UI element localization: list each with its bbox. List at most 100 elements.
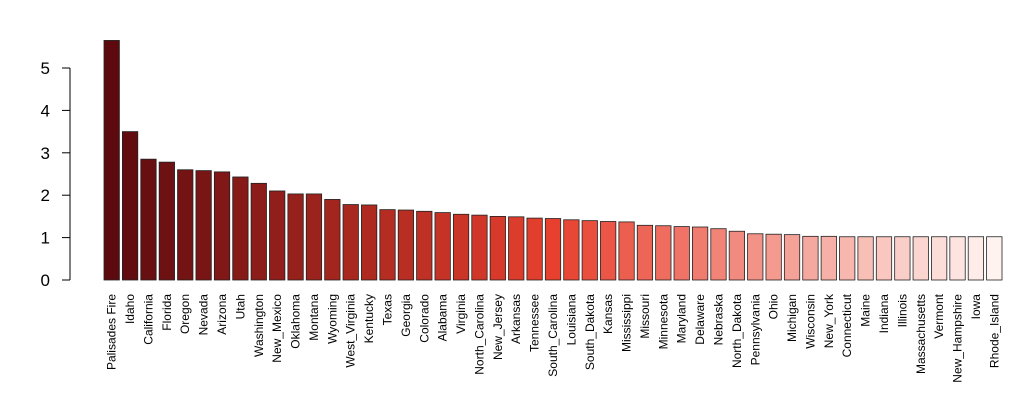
bar xyxy=(747,233,764,281)
x-category-label: South_Carolina xyxy=(546,294,560,377)
y-axis: 0 1 2 3 4 5 xyxy=(41,59,71,290)
x-category-label: New_York xyxy=(822,293,836,348)
x-category-label: North_Dakota xyxy=(730,294,744,368)
bar xyxy=(765,233,782,281)
x-category-label: Utah xyxy=(233,294,247,319)
x-category-label: Colorado xyxy=(417,294,431,343)
x-category-label: Virginia xyxy=(454,294,468,334)
bar xyxy=(673,226,690,281)
x-category-label: Wisconsin xyxy=(803,294,817,349)
x-category-label: New_Jersey xyxy=(491,294,505,360)
bar xyxy=(140,158,157,281)
x-category-label: Maryland xyxy=(675,294,689,343)
bar xyxy=(636,224,654,281)
x-category-label: Georgia xyxy=(399,294,413,337)
bar xyxy=(875,236,893,281)
x-category-label: North_Carolina xyxy=(472,294,486,375)
x-category-label: Nevada xyxy=(197,294,211,336)
bar xyxy=(710,228,727,281)
bar xyxy=(618,221,635,281)
bar xyxy=(250,182,267,281)
x-category-label: Michigan xyxy=(785,294,799,342)
x-category-label: Rhode_Island xyxy=(987,294,1001,368)
bar xyxy=(287,193,304,281)
x-category-label: Iowa xyxy=(969,294,983,320)
bar xyxy=(452,213,470,281)
bar xyxy=(544,218,562,281)
x-category-label: Kentucky xyxy=(362,294,376,343)
x-category-label: Oregon xyxy=(178,294,192,334)
bar xyxy=(471,214,488,281)
bar xyxy=(820,235,837,281)
bar xyxy=(967,236,985,281)
bar xyxy=(839,236,856,281)
x-category-label: New_Hampshire xyxy=(951,294,965,383)
bar xyxy=(655,225,672,281)
x-category-label: Missouri xyxy=(638,294,652,339)
bar xyxy=(361,204,378,281)
x-category-label: Washington xyxy=(252,294,266,357)
bar xyxy=(324,199,341,281)
x-category-label: Montana xyxy=(307,294,321,341)
x-category-label: New_Mexico xyxy=(270,294,284,363)
bar xyxy=(783,234,801,281)
y-tick-label: 0 xyxy=(41,271,50,290)
x-category-label: Oklahoma xyxy=(289,294,303,349)
bar xyxy=(489,215,506,281)
bars xyxy=(103,40,1003,281)
bar xyxy=(912,236,929,281)
x-category-label: Arizona xyxy=(215,294,229,335)
y-tick-label: 4 xyxy=(41,101,50,120)
x-axis-labels: Palisades Fire Idaho California Florida Oreg… xyxy=(105,293,1002,383)
y-tick-label: 2 xyxy=(41,186,50,205)
bar xyxy=(508,216,525,281)
y-tick-label: 1 xyxy=(41,229,50,248)
x-category-label: Louisiana xyxy=(564,294,578,346)
x-category-label: South_Dakota xyxy=(583,294,597,370)
bar xyxy=(305,193,323,281)
bar xyxy=(986,236,1003,281)
x-category-label: Palisades Fire xyxy=(105,294,119,370)
bar xyxy=(269,190,286,281)
bar xyxy=(416,210,433,281)
x-category-label: Mississippi xyxy=(620,294,634,352)
bar xyxy=(379,209,396,281)
bar xyxy=(342,204,359,281)
x-category-label: Pennsylvania xyxy=(748,294,762,366)
x-category-label: Alabama xyxy=(436,294,450,342)
x-category-label: Florida xyxy=(160,294,174,331)
bar xyxy=(581,220,598,281)
x-category-label: Illinois xyxy=(895,294,909,327)
x-category-label: Arkansas xyxy=(509,294,523,344)
x-category-label: Delaware xyxy=(693,294,707,345)
x-category-label: Ohio xyxy=(767,294,781,320)
bar xyxy=(600,221,617,281)
x-category-label: Connecticut xyxy=(840,293,854,357)
bar xyxy=(434,212,451,281)
bar xyxy=(563,219,580,281)
x-category-label: Idaho xyxy=(123,294,137,324)
x-category-label: Wyoming xyxy=(325,294,339,344)
x-category-label: Kansas xyxy=(601,294,615,334)
bar xyxy=(195,170,212,281)
y-tick-label: 5 xyxy=(41,59,50,78)
bar xyxy=(103,40,120,281)
x-category-label: Texas xyxy=(381,294,395,325)
bar xyxy=(857,236,874,281)
bar xyxy=(802,235,819,281)
x-category-label: Tennessee xyxy=(528,294,542,352)
bar xyxy=(158,161,175,281)
x-category-label: California xyxy=(141,294,155,345)
x-category-label: Indiana xyxy=(877,294,891,334)
bar xyxy=(949,236,966,281)
bar xyxy=(397,209,414,281)
bar xyxy=(692,226,709,281)
x-category-label: Massachusetts xyxy=(914,294,928,374)
x-category-label: Maine xyxy=(859,294,873,327)
bar xyxy=(177,169,194,281)
bar xyxy=(213,171,231,281)
bar xyxy=(894,236,911,281)
x-category-label: Nebraska xyxy=(711,294,725,346)
bar xyxy=(121,131,139,281)
